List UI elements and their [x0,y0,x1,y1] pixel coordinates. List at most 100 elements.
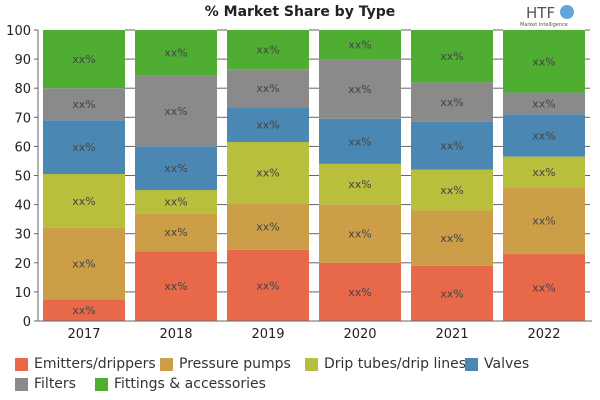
legend-label: Valves [484,356,530,372]
data-label: xx% [72,258,95,271]
bar-segment [43,88,125,121]
data-label: xx% [532,215,555,228]
y-tick-label: 10 [14,286,31,301]
y-tick-label: 50 [14,170,31,185]
y-tick-label: 20 [14,257,31,272]
plot-area: xx% xx% xx% xx% xx% xx% 2017 xx% xx% xx% xx% xx% xx%… [6,24,592,342]
x-tick-label: 2020 [343,327,376,342]
bar-segment [135,251,217,321]
data-label: xx% [532,97,555,110]
data-label: xx% [256,220,279,233]
bar-segment [411,82,493,122]
data-label: xx% [532,282,555,295]
data-label: xx% [440,184,463,197]
y-tick-label: 40 [14,199,31,214]
data-label: xx% [256,119,279,132]
legend-item: Drip tubes/drip lines [305,356,466,372]
chart-title: % Market Share by Type [204,4,396,20]
bar-segment [227,142,309,204]
x-tick-label: 2022 [527,327,560,342]
data-label: xx% [164,196,187,209]
data-label: xx% [72,98,95,111]
data-label: xx% [256,44,279,57]
legend-label: Fittings & accessories [114,376,266,392]
htf-logo: HTF Market Intelligence [520,4,574,28]
bar-segment [135,146,217,191]
legend-swatch [465,357,478,371]
bar-segment [503,114,585,157]
legend-label: Emitters/drippers [34,356,156,372]
data-label: xx% [532,129,555,142]
data-label: xx% [532,166,555,179]
bar-segment [411,121,493,170]
bar-segment [43,227,125,300]
data-label: xx% [440,96,463,109]
svg-text:Market Intelligence: Market Intelligence [520,22,568,28]
data-label: xx% [164,105,187,118]
legend-item: Pressure pumps [160,356,291,372]
data-label: xx% [164,280,187,293]
bar-segment [43,120,125,175]
data-label: xx% [440,232,463,245]
data-label: xx% [532,55,555,68]
bar-segment [135,75,217,147]
y-tick-label: 70 [14,111,31,126]
data-label: xx% [348,286,371,299]
bar-segment [411,30,493,83]
y-tick-label: 100 [6,24,31,39]
y-tick-label: 30 [14,228,31,243]
bar-segment [503,254,585,321]
bar-segment [319,59,401,119]
data-label: xx% [348,228,371,241]
data-label: xx% [164,47,187,60]
y-tick-label: 0 [23,315,31,330]
data-label: xx% [256,82,279,95]
data-label: xx% [440,50,463,63]
bar-segment [503,156,585,188]
data-label: xx% [348,135,371,148]
legend-swatch [95,377,108,391]
legend-swatch [305,357,318,371]
bar-segment [411,210,493,266]
data-label: xx% [164,226,187,239]
data-label: xx% [348,83,371,96]
bar-segment [227,249,309,321]
x-tick-label: 2021 [435,327,468,342]
x-tick-label: 2018 [159,327,192,342]
data-label: xx% [348,178,371,191]
bar-segment [43,30,125,89]
data-label: xx% [72,53,95,66]
data-label: xx% [440,140,463,153]
bar-segment [227,30,309,70]
y-tick-label: 90 [14,53,31,68]
x-tick-label: 2019 [251,327,284,342]
bar-segment [135,213,217,252]
bar-segment [227,203,309,250]
data-label: xx% [72,195,95,208]
bar-segment [43,174,125,228]
bar-segment [227,107,309,143]
y-tick-label: 80 [14,82,31,97]
bar-segment [135,30,217,76]
bar-segment [135,190,217,214]
bar-segment [319,163,401,205]
data-label: xx% [164,162,187,175]
bar-segment [411,265,493,321]
y-tick-label: 60 [14,140,31,155]
data-label: xx% [440,287,463,300]
bar-segment [43,299,125,321]
bar-segment [503,30,585,93]
legend-label: Drip tubes/drip lines [324,356,467,372]
legend-item: Valves [465,356,529,372]
legend-item: Emitters/drippers [15,356,156,372]
bar-segment [319,30,401,60]
data-label: xx% [256,167,279,180]
legend-label: Pressure pumps [179,356,291,372]
data-label: xx% [72,304,95,317]
legend-item: Filters [15,376,76,392]
data-label: xx% [256,279,279,292]
bar-segment [411,169,493,211]
bar-segment [503,187,585,255]
bar-segment [503,92,585,115]
svg-text:HTF: HTF [526,4,555,22]
